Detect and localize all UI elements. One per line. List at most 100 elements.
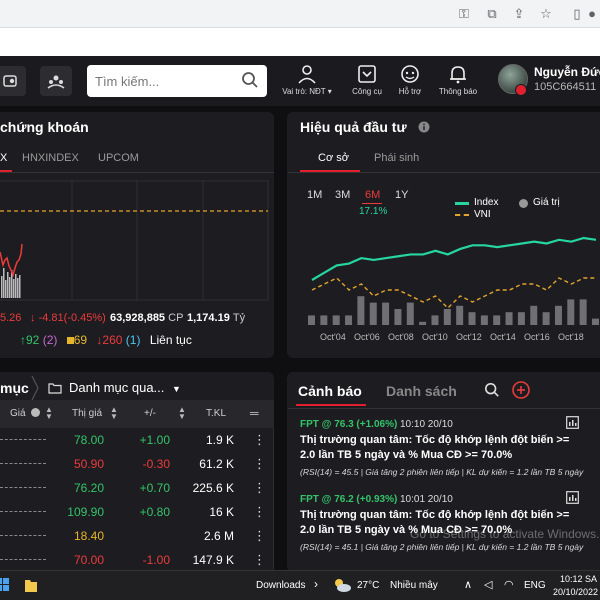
index-line	[0, 243, 23, 278]
tab-upcom[interactable]: UPCOM	[98, 152, 139, 164]
add-alert-icon[interactable]	[512, 381, 530, 399]
period-3m[interactable]: 3M	[335, 189, 351, 201]
tab-vnindex[interactable]: X	[0, 152, 8, 164]
tab-hnxindex[interactable]: HNXINDEX	[22, 152, 79, 164]
chart-icon[interactable]	[566, 491, 579, 504]
table-row[interactable]: 78.00 +1.00 1.9 K ⋮	[0, 428, 274, 451]
star-icon[interactable]: ☆	[540, 6, 552, 21]
search-input[interactable]	[95, 72, 235, 90]
tray-up-icon[interactable]: ∧	[464, 579, 473, 591]
legend: Index Giá trị VNI	[455, 197, 595, 223]
swap-button[interactable]	[0, 66, 26, 96]
col-last[interactable]: Thị giá	[72, 408, 103, 419]
tab-derivative[interactable]: Phái sinh	[374, 152, 420, 164]
value-bar	[567, 299, 575, 325]
legend-index-swatch	[455, 202, 469, 205]
value-bar	[468, 312, 476, 325]
alerts-tab[interactable]: Cảnh báo	[298, 383, 362, 399]
file-explorer-icon[interactable]	[24, 577, 38, 593]
avatar-icon[interactable]: ●	[588, 6, 596, 21]
info-icon[interactable]	[418, 121, 430, 133]
period-1y[interactable]: 1Y	[395, 189, 409, 201]
table-row[interactable]: 76.20 +0.70 225.6 K ⋮	[0, 476, 274, 499]
row-menu-icon[interactable]: ⋮	[253, 552, 266, 567]
col-last-sort-icon[interactable]: ▲ ▼	[110, 405, 118, 421]
period-1m[interactable]: 1M	[307, 189, 323, 201]
nav-role[interactable]: Vai trò: NĐT ▾	[278, 64, 336, 96]
price-placeholder	[0, 439, 46, 440]
taskbar-date[interactable]: 20/10/2022	[553, 587, 599, 597]
user-id: 105C664511	[534, 81, 597, 93]
nav-notifications[interactable]: Thông báo	[436, 64, 480, 96]
last-price: 18.40	[73, 529, 104, 543]
value-unit: Tỷ	[232, 312, 246, 324]
search-icon[interactable]	[241, 71, 259, 89]
chart-icon[interactable]	[566, 416, 579, 429]
alert-search-icon[interactable]	[484, 382, 500, 398]
price-change: +0.80	[139, 505, 170, 519]
wifi-icon[interactable]: ◠	[504, 579, 514, 591]
key-icon[interactable]: ⚿	[459, 6, 469, 21]
table-row[interactable]: 18.40 2.6 M ⋮	[0, 524, 274, 547]
col-price-sort-icon[interactable]: ▲ ▼	[45, 405, 53, 421]
tabs-divider	[0, 172, 274, 173]
tab-base[interactable]: Cơ sở	[318, 152, 349, 164]
alerts-tab-underline	[296, 404, 366, 406]
taskbar: Downloads › 27°C Nhiều mây ∧ ◁ ◠ ENG 10:…	[0, 570, 600, 600]
group-button[interactable]	[40, 66, 72, 96]
split-icon[interactable]: ▯	[573, 6, 581, 21]
list-tab[interactable]: Danh sách	[386, 383, 457, 399]
row-menu-icon[interactable]: ⋮	[253, 480, 266, 495]
table-row[interactable]: 109.90 +0.80 16 K ⋮	[0, 500, 274, 523]
last-price: 109.90	[67, 505, 104, 519]
app-header: Vai trò: NĐT ▾ Công cụ Hỗ trợ Thông báo …	[0, 56, 600, 106]
taskbar-downloads[interactable]: Downloads	[256, 580, 306, 591]
legend-value-label: Giá trị	[533, 197, 560, 208]
row-menu-icon[interactable]: ⋮	[253, 528, 266, 543]
price-placeholder	[0, 559, 46, 560]
x-tick-label: Oct'14	[490, 332, 516, 342]
person-icon	[298, 65, 316, 84]
breadth-row: ↑92 (2) 69 ↓260 (1) Liên tục	[20, 333, 192, 347]
activation-watermark: Go to Settings to activate Windows.	[410, 527, 600, 541]
x-tick-label: Oct'16	[524, 332, 550, 342]
portfolio-select[interactable]: Danh mục qua... ▼	[69, 380, 181, 395]
volume-icon[interactable]: ◁	[484, 579, 493, 591]
perf-tab-underline	[300, 170, 360, 172]
price-placeholder	[0, 463, 46, 464]
col-change-sort-icon[interactable]: ▲ ▼	[178, 405, 186, 421]
taskbar-language[interactable]: ENG	[524, 580, 546, 591]
swap-icon	[3, 75, 17, 87]
period-6m[interactable]: 6M	[365, 189, 381, 201]
table-row[interactable]: 50.90 -0.30 61.2 K ⋮	[0, 452, 274, 475]
period-return: 17.1%	[359, 206, 388, 217]
up-arrow-icon: ↑	[20, 333, 26, 347]
total-volume: 61.2 K	[199, 457, 234, 471]
value-bar	[308, 315, 315, 325]
nav-tools[interactable]: Công cụ	[348, 64, 386, 96]
nav-tools-label: Công cụ	[352, 87, 382, 96]
table-row[interactable]: 70.00 -1.00 147.9 K ⋮	[0, 548, 274, 571]
row-menu-icon[interactable]: ⋮	[253, 432, 266, 447]
col-change[interactable]: +/-	[144, 408, 156, 419]
watchlist-title: mục	[0, 380, 29, 396]
market-value: 1,174.19 Tỷ	[187, 312, 245, 324]
value-bar	[431, 315, 439, 325]
nav-support[interactable]: Hỗ trợ	[394, 64, 426, 96]
alert-text: Thị trường quan tâm: Tốc độ khớp lệnh độ…	[300, 509, 570, 536]
row-menu-icon[interactable]: ⋮	[253, 456, 266, 471]
col-menu-icon[interactable]: ═	[250, 406, 259, 420]
taskbar-chevron-icon[interactable]: ›	[314, 577, 318, 591]
col-price[interactable]: Giá	[10, 408, 26, 419]
translate-icon[interactable]: ⧉	[487, 6, 497, 21]
value-bar	[382, 302, 390, 325]
search-box	[87, 65, 267, 97]
start-icon[interactable]	[0, 578, 10, 592]
row-menu-icon[interactable]: ⋮	[253, 504, 266, 519]
x-tick-label: Oct'18	[558, 332, 584, 342]
weather-icon[interactable]	[332, 577, 352, 593]
col-volume[interactable]: T.KL	[206, 408, 227, 419]
share-icon[interactable]: ⇪	[513, 6, 525, 21]
period-6m-underline	[362, 203, 382, 204]
taskbar-time[interactable]: 10:12 SA	[560, 574, 598, 584]
